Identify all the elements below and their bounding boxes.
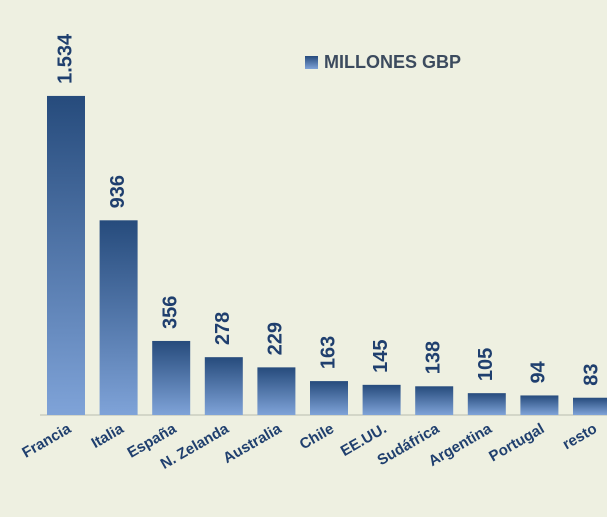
bar bbox=[467, 393, 506, 415]
value-label: 83 bbox=[580, 363, 602, 385]
value-label: 356 bbox=[159, 296, 181, 329]
value-label: 1.534 bbox=[54, 33, 76, 84]
bar bbox=[520, 395, 559, 415]
bar bbox=[99, 220, 138, 415]
bar bbox=[415, 386, 454, 415]
x-tick-label: resto bbox=[560, 420, 600, 453]
x-tick-label: Australia bbox=[220, 420, 285, 467]
x-tick-label: Chile bbox=[297, 420, 337, 453]
value-label: 278 bbox=[212, 312, 234, 345]
value-label: 229 bbox=[265, 322, 287, 355]
bar bbox=[362, 384, 401, 415]
value-label: 105 bbox=[475, 348, 497, 381]
bar bbox=[310, 381, 348, 415]
x-tick-label: Francia bbox=[19, 420, 74, 462]
bar bbox=[573, 397, 607, 415]
bar bbox=[47, 95, 85, 415]
legend-swatch bbox=[305, 56, 318, 69]
x-tick-label: Portugal bbox=[486, 420, 547, 465]
bar bbox=[257, 367, 296, 415]
bar bbox=[204, 357, 243, 415]
value-label: 94 bbox=[528, 360, 550, 383]
legend-label: MILLONES GBP bbox=[324, 52, 461, 72]
bar bbox=[152, 340, 191, 415]
value-label: 138 bbox=[422, 341, 444, 374]
value-label: 163 bbox=[317, 336, 339, 369]
x-tick-label: Italia bbox=[88, 420, 127, 452]
value-label: 936 bbox=[107, 175, 129, 208]
value-label: 145 bbox=[370, 339, 392, 372]
